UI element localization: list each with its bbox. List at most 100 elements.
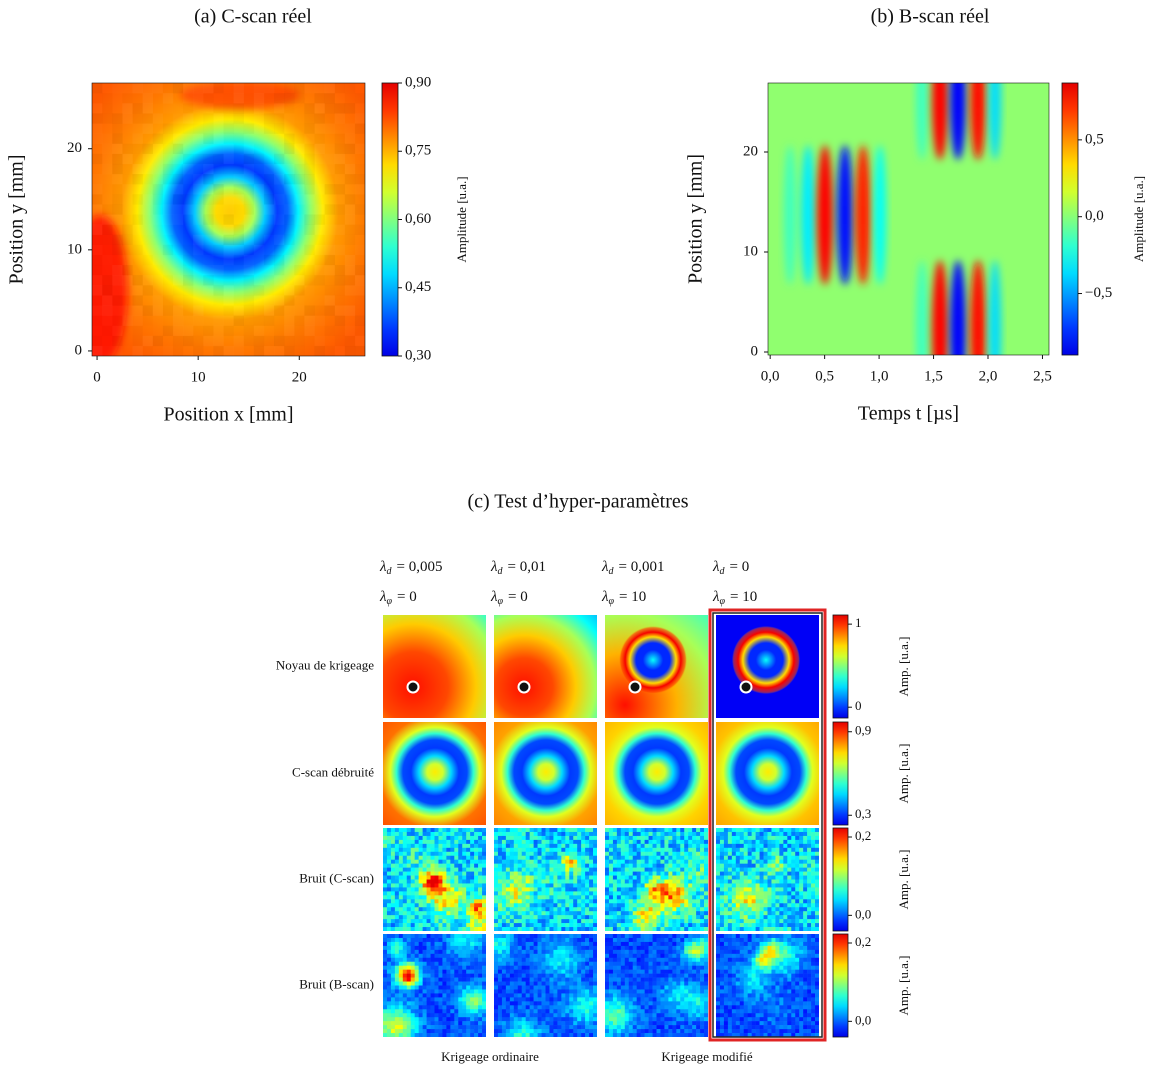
x-axis-label: Temps t [µs] xyxy=(858,403,959,425)
colorbar-label: Amplitude [u.a.] xyxy=(454,176,469,262)
symbol: λ xyxy=(712,559,720,575)
heatmap-image xyxy=(716,934,819,1037)
heatmap-image xyxy=(494,934,597,1037)
y-tick-label: 0 xyxy=(75,342,83,358)
y-axis-label: Position y [mm] xyxy=(6,154,28,284)
colorbar-tick-label: 0,5 xyxy=(1085,131,1104,147)
panel-title: (c) Test d’hyper-paramètres xyxy=(467,491,688,513)
colorbar-tick-label: 1 xyxy=(855,615,862,630)
value: = 0,01 xyxy=(508,559,546,575)
heatmap-image xyxy=(716,722,819,825)
colorbar-tick-label: 0,3 xyxy=(855,806,871,821)
panel-title: (b) B-scan réel xyxy=(871,6,990,28)
colorbar-label: Amp. [u.a.] xyxy=(896,956,911,1016)
column-header: λd = 0 xyxy=(712,559,749,577)
x-tick-label: 20 xyxy=(292,369,307,385)
colorbar-tick-label: 0,0 xyxy=(855,1012,871,1027)
colorbar-tick-label: 0,90 xyxy=(405,74,431,90)
value: = 10 xyxy=(619,589,646,605)
x-tick-label: 10 xyxy=(191,369,206,385)
column-header: λd = 0,001 xyxy=(601,559,664,577)
heatmap-image xyxy=(768,83,1049,355)
colorbar xyxy=(832,721,849,826)
value: = 0,001 xyxy=(619,559,665,575)
colorbar-tick-label: 0,45 xyxy=(405,279,431,295)
colorbar-tick-label: 0,75 xyxy=(405,143,431,159)
colorbar-tick-label: 0,9 xyxy=(855,723,871,738)
heatmap-image xyxy=(494,722,597,825)
heatmap-image xyxy=(605,615,708,718)
symbol: λ xyxy=(379,589,387,605)
column-header: λφ = 10 xyxy=(712,589,757,607)
y-tick-label: 0 xyxy=(751,343,759,359)
value: = 0 xyxy=(730,559,750,575)
row-label: Bruit (C-scan) xyxy=(299,870,374,885)
column-header: λφ = 0 xyxy=(490,589,528,607)
colorbar-tick-label: 0,2 xyxy=(855,828,871,843)
colorbar xyxy=(832,933,849,1038)
symbol: λ xyxy=(601,559,609,575)
symbol: λ xyxy=(601,589,609,605)
colorbar-label: Amplitude [u.a.] xyxy=(1131,176,1146,262)
colorbar xyxy=(832,827,849,932)
x-tick-label: 2,0 xyxy=(979,368,998,384)
colorbar-label: Amp. [u.a.] xyxy=(896,637,911,697)
plot-frame xyxy=(91,82,366,357)
group-label: Krigeage modifié xyxy=(661,1049,753,1064)
subscript: d xyxy=(609,566,615,577)
subscript: d xyxy=(387,566,393,577)
y-axis-label: Position y [mm] xyxy=(685,154,707,284)
colorbar-tick-label: −0,5 xyxy=(1085,285,1112,301)
highlight-frame xyxy=(708,608,827,1042)
value: = 0 xyxy=(508,589,528,605)
highlight-frame-inner xyxy=(712,612,823,1038)
x-tick-label: 1,5 xyxy=(924,368,943,384)
heatmap-image xyxy=(383,934,486,1037)
colorbar xyxy=(832,614,849,719)
colorbar xyxy=(381,82,399,357)
heatmap-image xyxy=(716,828,819,931)
subscript: d xyxy=(720,566,726,577)
symbol: λ xyxy=(490,559,498,575)
heatmap-image xyxy=(92,83,365,356)
column-header: λd = 0,005 xyxy=(379,559,442,577)
colorbar-label: Amp. [u.a.] xyxy=(896,850,911,910)
row-label: C-scan débruité xyxy=(292,764,374,779)
row-label: Noyau de krigeage xyxy=(276,657,374,672)
heatmap-image xyxy=(605,934,708,1037)
y-tick-label: 20 xyxy=(743,143,758,159)
heatmap-image xyxy=(383,828,486,931)
colorbar-tick-label: 0 xyxy=(855,698,862,713)
x-tick-label: 0,5 xyxy=(815,368,834,384)
column-header: λφ = 0 xyxy=(379,589,417,607)
colorbar-tick-label: 0,60 xyxy=(405,211,431,227)
value: = 0 xyxy=(397,589,417,605)
group-label: Krigeage ordinaire xyxy=(441,1049,539,1064)
column-header: λφ = 10 xyxy=(601,589,646,607)
colorbar-label: Amp. [u.a.] xyxy=(896,744,911,804)
x-tick-label: 0 xyxy=(93,369,101,385)
panel-title: (a) C-scan réel xyxy=(194,6,312,28)
y-tick-label: 10 xyxy=(67,241,82,257)
symbol: λ xyxy=(379,559,387,575)
colorbar-tick-label: 0,30 xyxy=(405,347,431,363)
y-tick-label: 10 xyxy=(743,243,758,259)
colorbar-tick-label: 0,0 xyxy=(855,906,871,921)
heatmap-image xyxy=(494,828,597,931)
column-header: λd = 0,01 xyxy=(490,559,546,577)
heatmap-image xyxy=(494,615,597,718)
subscript: φ xyxy=(498,596,504,607)
heatmap-image xyxy=(383,722,486,825)
heatmap-image xyxy=(383,615,486,718)
colorbar xyxy=(1061,82,1079,356)
symbol: λ xyxy=(490,589,498,605)
x-tick-label: 2,5 xyxy=(1033,368,1052,384)
value: = 10 xyxy=(730,589,757,605)
row-label: Bruit (B-scan) xyxy=(299,976,374,991)
subscript: d xyxy=(498,566,504,577)
colorbar-tick-label: 0,0 xyxy=(1085,208,1104,224)
heatmap-image xyxy=(605,722,708,825)
x-tick-label: 0,0 xyxy=(761,368,780,384)
heatmap-image xyxy=(605,828,708,931)
